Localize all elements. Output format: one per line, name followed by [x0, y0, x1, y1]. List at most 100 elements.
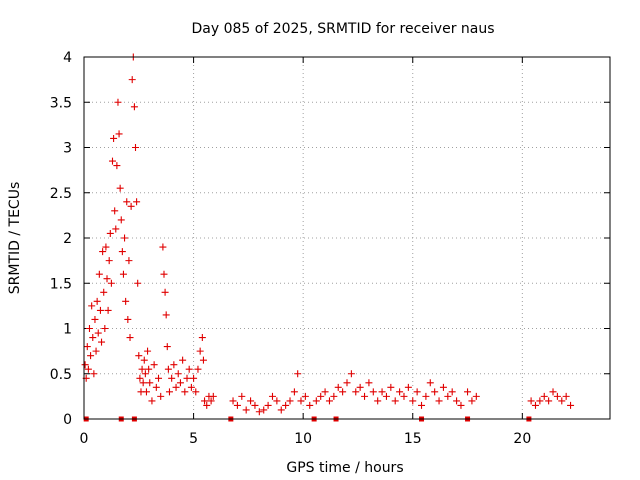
data-point: [422, 392, 430, 400]
data-point: [339, 388, 347, 396]
data-point: [369, 388, 377, 396]
data-point: [562, 392, 570, 400]
data-point: [203, 401, 211, 409]
data-point: [464, 388, 472, 396]
data-point: [361, 392, 369, 400]
data-point: [122, 297, 130, 305]
data-point: [124, 315, 132, 323]
data-point: [114, 98, 122, 106]
data-point: [343, 379, 351, 387]
data-point: [84, 365, 92, 373]
data-point: [192, 388, 200, 396]
data-point: [103, 275, 111, 283]
data-point: [85, 325, 93, 332]
data-point: [448, 388, 456, 396]
data-point: [162, 311, 170, 319]
data-point: [174, 370, 182, 378]
data-point: [545, 397, 553, 405]
data-point: [325, 397, 333, 405]
data-point: [96, 306, 104, 314]
data-point: [251, 401, 259, 409]
data-point: [378, 388, 386, 396]
data-point: [108, 157, 116, 165]
y-tick-label: 2.5: [50, 186, 72, 202]
data-point: [396, 388, 404, 396]
data-point: [294, 370, 302, 378]
data-point: [391, 397, 399, 405]
data-point: [110, 134, 118, 142]
y-tick-label: 1: [63, 322, 72, 338]
data-point: [404, 383, 412, 391]
data-point: [133, 198, 141, 206]
data-point: [207, 397, 215, 405]
data-point: [301, 392, 309, 400]
data-point: [157, 392, 165, 400]
data-point: [152, 383, 160, 391]
x-tick-label: 5: [189, 431, 198, 447]
data-point: [439, 383, 447, 391]
data-point: [100, 288, 108, 296]
data-point: [536, 397, 544, 405]
data-point: [194, 365, 202, 373]
data-point: [312, 397, 320, 405]
data-point: [134, 279, 142, 287]
data-point: [260, 406, 268, 414]
data-point: [209, 392, 217, 400]
data-point: [88, 302, 96, 310]
data-point: [95, 270, 103, 278]
data-point: [199, 356, 207, 364]
data-point: [431, 388, 439, 396]
data-point: [273, 397, 281, 405]
data-point: [140, 356, 148, 364]
data-point: [155, 374, 163, 382]
data-point: [148, 397, 156, 405]
data-point: [382, 392, 390, 400]
data-point: [99, 248, 107, 256]
data-point: [352, 388, 360, 396]
y-tick-label: 2: [63, 231, 72, 247]
y-tick-label: 1.5: [50, 276, 72, 292]
data-point: [101, 325, 109, 332]
data-point: [179, 356, 187, 364]
data-point: [168, 374, 176, 382]
x-tick-label: 15: [404, 431, 422, 447]
data-point: [159, 243, 167, 251]
data-point: [567, 401, 575, 409]
data-point: [172, 383, 180, 391]
data-point: [92, 347, 100, 355]
data-point: [330, 392, 338, 400]
data-point: [135, 352, 143, 360]
data-point: [321, 388, 329, 396]
data-point: [238, 392, 246, 400]
data-point: [146, 379, 154, 387]
data-point: [286, 397, 294, 405]
data-point: [89, 334, 97, 342]
data-point: [347, 370, 355, 378]
y-tick-label: 0.5: [50, 367, 72, 383]
data-point: [105, 257, 113, 265]
data-point: [125, 257, 133, 265]
data-point: [111, 207, 119, 215]
data-point: [163, 343, 171, 351]
data-point: [201, 397, 209, 405]
data-point: [356, 383, 364, 391]
data-point: [141, 370, 149, 378]
data-point: [472, 392, 480, 400]
y-tick-label: 3: [63, 141, 72, 157]
data-point: [91, 315, 99, 323]
data-point: [164, 365, 172, 373]
data-point: [81, 361, 89, 369]
data-point: [181, 388, 189, 396]
data-point: [115, 130, 123, 138]
data-point: [365, 379, 373, 387]
data-point: [113, 162, 121, 170]
data-point: [444, 392, 452, 400]
data-point: [132, 144, 140, 151]
data-point: [531, 401, 539, 409]
data-point: [198, 334, 206, 342]
chart-title: Day 085 of 2025, SRMTID for receiver nau…: [191, 21, 494, 37]
x-tick-label: 0: [80, 431, 89, 447]
data-point: [255, 408, 263, 416]
data-point: [264, 401, 272, 409]
